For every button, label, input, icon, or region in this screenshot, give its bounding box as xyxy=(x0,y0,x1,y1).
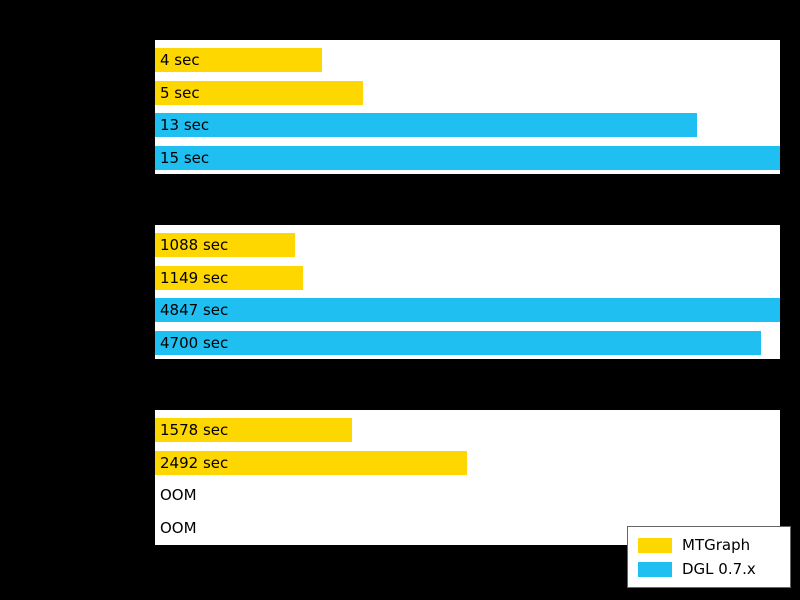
legend: MTGraph DGL 0.7.x xyxy=(627,526,791,588)
bar-label: 4700 sec xyxy=(160,333,229,352)
bar-fill xyxy=(155,145,780,170)
bar-label: 13 sec xyxy=(160,116,210,135)
bar-label: 15 sec xyxy=(160,148,210,167)
bar-row: 1149 sec xyxy=(155,265,780,290)
bar-label: 5 sec xyxy=(160,83,200,102)
legend-swatch-dgl xyxy=(638,561,672,577)
bar-fill xyxy=(155,113,697,138)
bar-label: 4 sec xyxy=(160,51,200,69)
bar-fill xyxy=(155,450,467,475)
panel-2: 1088 sec 1149 sec 4847 sec 4700 sec xyxy=(155,225,780,359)
panel-3: 1578 sec 2492 sec OOM OOM xyxy=(155,410,780,545)
legend-item-mtgraph: MTGraph xyxy=(638,536,780,554)
bar-row: 4 sec xyxy=(155,48,780,72)
bar-fill xyxy=(155,48,322,72)
bar-row: 1088 sec xyxy=(155,233,780,257)
bar-label: 2492 sec xyxy=(160,453,229,472)
bar-row: 13 sec xyxy=(155,113,780,138)
bar-label: OOM xyxy=(160,486,197,505)
bar-fill xyxy=(155,80,364,105)
legend-swatch-mtgraph xyxy=(638,537,672,553)
bar-row: 5 sec xyxy=(155,80,780,105)
bar-row: 4847 sec xyxy=(155,298,780,323)
bar-fill xyxy=(155,418,353,442)
legend-label-mtgraph: MTGraph xyxy=(682,536,751,554)
oom-row: OOM xyxy=(155,516,780,540)
bar-label: 4847 sec xyxy=(160,301,229,320)
bar-label: OOM xyxy=(160,518,197,537)
bar-row: 1578 sec xyxy=(155,418,780,442)
bar-label: 1578 sec xyxy=(160,421,229,439)
bar-row: 15 sec xyxy=(155,145,780,170)
panel-1: 4 sec 5 sec 13 sec 15 sec xyxy=(155,40,780,174)
legend-label-dgl: DGL 0.7.x xyxy=(682,560,756,578)
oom-row: OOM xyxy=(155,483,780,507)
bar-label: 1088 sec xyxy=(160,236,229,254)
bar-fill xyxy=(155,330,762,355)
legend-item-dgl: DGL 0.7.x xyxy=(638,560,780,578)
bar-label: 1149 sec xyxy=(160,268,229,287)
bar-fill xyxy=(155,298,780,323)
bar-row: 2492 sec xyxy=(155,450,780,475)
bar-row: 4700 sec xyxy=(155,330,780,355)
bar-fill xyxy=(155,233,296,257)
bar-fill xyxy=(155,265,304,290)
